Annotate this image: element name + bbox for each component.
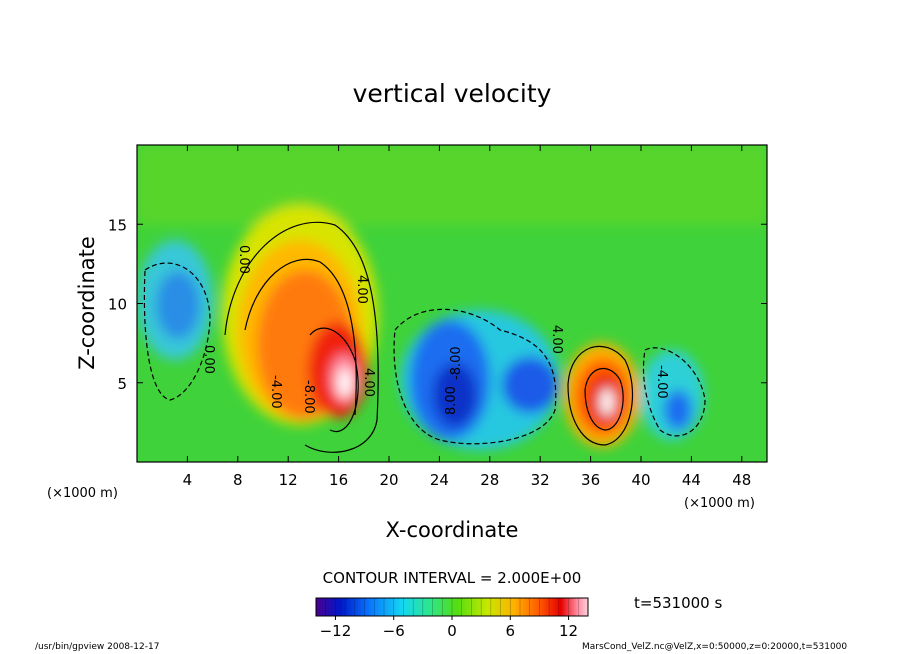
x-tick-label: 24: [430, 471, 449, 489]
colorbar-tick-label: −6: [383, 622, 405, 640]
x-tick-label: 4: [183, 471, 193, 489]
velocity-field: [137, 145, 767, 450]
contour-label: -4.00: [654, 365, 669, 399]
x-tick-label: 32: [531, 471, 550, 489]
x-tick-label: 28: [480, 471, 499, 489]
colorbar-divisions: [325, 598, 579, 616]
x-tick-label: 8: [233, 471, 243, 489]
colorbar-tick-label: 6: [506, 622, 516, 640]
contour-label: 0.00: [201, 345, 216, 374]
colorbar-tick-label: 12: [559, 622, 578, 640]
x-unit-label-right: (×1000 m): [684, 496, 755, 511]
contour-lines: [143, 221, 706, 453]
contour-label: 4.00: [549, 325, 564, 354]
contour-label: -4.00: [268, 375, 283, 409]
contour-label: 0.00: [236, 245, 251, 274]
x-tick-label: 16: [329, 471, 348, 489]
x-axis-ticks: 4 8 12 16 20 24 28 32 36 40 44 48: [183, 145, 751, 489]
footer-file-info: MarsCond_VelZ.nc@VelZ,x=0:50000,z=0:2000…: [582, 642, 847, 652]
x-tick-label: 40: [631, 471, 650, 489]
y-axis-ticks: 5 10 15: [108, 216, 767, 393]
colorbar-tick-label: −12: [320, 622, 352, 640]
x-unit-label-left: (×1000 m): [47, 486, 118, 501]
y-tick-label: 15: [108, 216, 127, 234]
x-tick-label: 44: [682, 471, 701, 489]
x-axis-label: X-coordinate: [386, 518, 519, 542]
y-tick-label: 10: [108, 296, 127, 314]
x-tick-label: 48: [732, 471, 751, 489]
contour-label: -8.00: [301, 380, 316, 414]
contour-label: 8.00: [444, 386, 459, 415]
contour-interval-label: CONTOUR INTERVAL = 2.000E+00: [323, 569, 582, 587]
footer-program-label: /usr/bin/gpview 2008-12-17: [35, 642, 159, 652]
y-tick-label: 5: [117, 375, 127, 393]
colorbar-tick-label: 0: [447, 622, 457, 640]
time-label: t=531000 s: [634, 594, 722, 612]
contour-label: -8.00: [449, 346, 464, 380]
plot-field: [137, 145, 767, 462]
x-tick-label: 20: [379, 471, 398, 489]
contour-label-group: 0.00 0.00 4.00 -8.00 -4.00 4.00 8.00 -8.…: [201, 245, 669, 415]
colorbar-ticks: −12 −6 0 6 12: [320, 616, 578, 640]
contour-label: 4.00: [361, 368, 376, 397]
x-tick-label: 36: [581, 471, 600, 489]
contour-label: 4.00: [354, 275, 369, 304]
y-axis-label: Z-coordinate: [75, 236, 99, 370]
x-tick-label: 12: [279, 471, 298, 489]
chart-title: vertical velocity: [353, 79, 552, 108]
